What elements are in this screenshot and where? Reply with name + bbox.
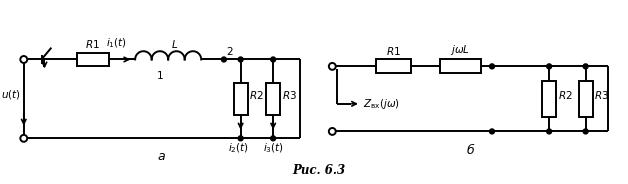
Circle shape bbox=[329, 128, 336, 135]
Circle shape bbox=[583, 64, 588, 69]
Bar bbox=[542, 81, 556, 117]
Text: $2$: $2$ bbox=[226, 45, 234, 56]
Text: $R1$: $R1$ bbox=[386, 45, 401, 56]
Circle shape bbox=[20, 56, 27, 63]
Text: $Z_{\rm вх}(j\omega)$: $Z_{\rm вх}(j\omega)$ bbox=[363, 97, 400, 111]
Circle shape bbox=[238, 136, 243, 141]
Text: $R3$: $R3$ bbox=[595, 89, 609, 101]
Circle shape bbox=[489, 129, 494, 134]
Bar bbox=[376, 59, 411, 73]
Circle shape bbox=[20, 135, 27, 142]
Text: $i_1(t)$: $i_1(t)$ bbox=[106, 36, 127, 50]
Circle shape bbox=[329, 63, 336, 70]
Bar bbox=[266, 83, 280, 115]
Circle shape bbox=[271, 57, 276, 62]
Text: $R2$: $R2$ bbox=[558, 89, 573, 101]
Circle shape bbox=[489, 64, 494, 69]
Text: $j\omega L$: $j\omega L$ bbox=[450, 43, 470, 56]
Text: $i_2(t)$: $i_2(t)$ bbox=[228, 141, 249, 155]
Circle shape bbox=[222, 57, 226, 62]
Text: $R1$: $R1$ bbox=[85, 38, 100, 50]
Text: $R2$: $R2$ bbox=[249, 89, 264, 101]
Text: $1$: $1$ bbox=[156, 69, 164, 81]
Text: $б$: $б$ bbox=[465, 142, 475, 157]
Text: $u(t)$: $u(t)$ bbox=[1, 89, 21, 101]
Text: $i_3(t)$: $i_3(t)$ bbox=[263, 141, 284, 155]
Circle shape bbox=[547, 64, 551, 69]
Circle shape bbox=[271, 136, 276, 141]
Bar bbox=[440, 59, 481, 73]
Circle shape bbox=[583, 129, 588, 134]
Text: $R3$: $R3$ bbox=[282, 89, 297, 101]
Text: Рис. 6.3: Рис. 6.3 bbox=[292, 164, 345, 177]
Bar bbox=[579, 81, 592, 117]
Circle shape bbox=[547, 129, 551, 134]
Text: $а$: $а$ bbox=[158, 150, 166, 163]
Bar bbox=[234, 83, 247, 115]
Text: $L$: $L$ bbox=[171, 38, 178, 50]
Bar bbox=[77, 53, 109, 66]
Circle shape bbox=[238, 57, 243, 62]
